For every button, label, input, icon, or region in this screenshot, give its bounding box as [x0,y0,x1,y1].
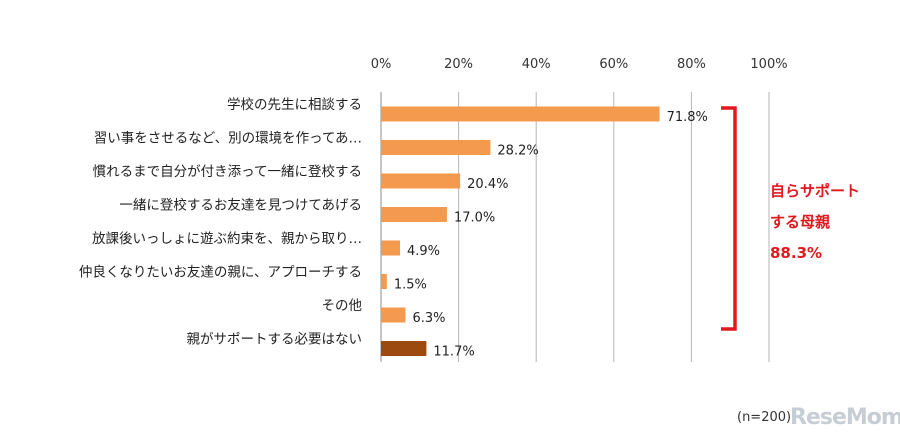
data-label: 71.8% [667,110,708,125]
x-tick-labels: 0% 20% 40% 60% 80% 100% [371,57,788,72]
category-label: 慣れるまで自分が付き添って一緒に登校する [93,163,362,180]
x-tick-label: 40% [522,57,551,72]
bar [381,173,461,189]
annotation-line-2: する母親 [770,213,831,231]
bar [381,106,660,122]
resemom-logo: ReseMom [790,405,900,430]
category-label: その他 [322,298,363,314]
category-label: 習い事をさせるなど、別の環境を作ってあ… [94,131,362,147]
annotation-value: 88.3% [770,244,823,262]
bar [381,140,491,155]
bar [381,307,406,323]
data-label: 4.9% [407,244,440,259]
bracket-annotation [721,106,737,331]
x-tick-label: 20% [444,57,473,72]
annotation-text: 自らサポート する母親 88.3% [770,176,860,269]
category-label: 仲良くなりたいお友達の親に、アプローチする [79,265,362,281]
x-tick-label: 100% [750,57,787,72]
category-label: 親がサポートする必要はない [187,332,363,348]
bar [381,341,427,356]
data-label: 6.3% [412,311,445,326]
x-tick-label: 80% [677,57,706,72]
bar [381,207,447,222]
data-label: 17.0% [454,211,495,226]
bar [381,274,387,289]
x-tick-label: 60% [599,57,628,72]
bar [381,240,401,256]
data-label: 28.2% [497,144,538,159]
sample-size-note: (n=200) [737,410,792,425]
category-label: 一緒に登校するお友達を見つけてあげる [119,197,362,214]
data-labels: 71.8% 28.2% 20.4% 17.0% 4.9% 1.5% 6.3% 11.7% [394,110,708,360]
bars [381,106,660,356]
annotation-line-1: 自らサポート [770,182,861,200]
data-label: 1.5% [394,278,427,293]
category-label: 放課後いっしょに遊ぶ約束を、親から取り… [92,231,362,247]
data-label: 11.7% [433,345,474,360]
data-label: 20.4% [467,177,508,192]
x-tick-label: 0% [371,57,392,72]
category-label: 学校の先生に相談する [227,96,362,113]
